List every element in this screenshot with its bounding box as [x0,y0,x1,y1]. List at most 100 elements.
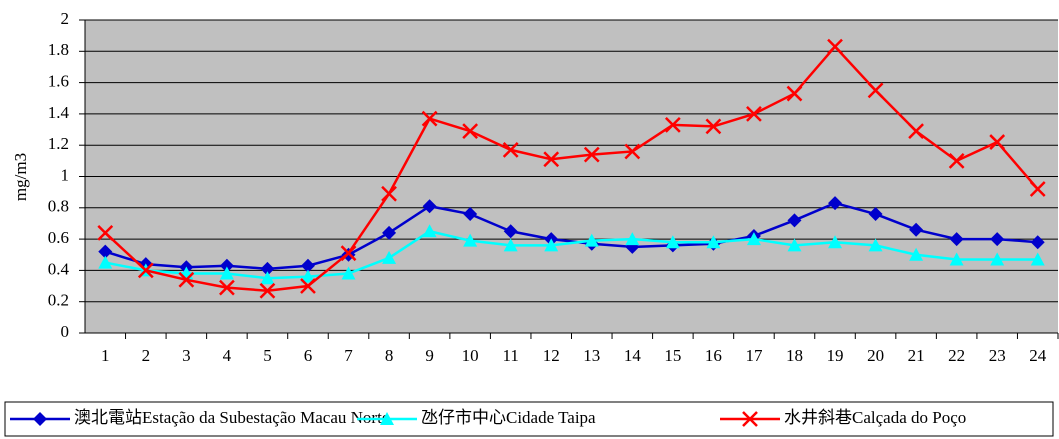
data-point [463,233,478,247]
x-tick-label: 12 [543,346,560,365]
data-point [503,238,518,252]
data-point [949,252,964,266]
data-point [260,261,275,276]
data-point [219,279,235,296]
data-point [422,199,437,214]
legend-label: 氹仔市中心Cidade Taipa [421,408,596,427]
data-point [625,232,640,246]
x-tick-label: 10 [462,346,479,365]
data-point [990,232,1005,247]
data-point [706,235,721,249]
x-tick-label: 15 [664,346,681,365]
data-point [300,269,315,283]
data-point [98,255,113,269]
data-point [219,258,234,273]
data-point [990,252,1005,266]
legend-label: 水井斜巷Calçada do Poço [784,408,966,427]
x-tick-label: 16 [705,346,722,365]
x-tick-label: 3 [182,346,191,365]
data-point [422,224,437,238]
legend-label: 澳北電站Estação da Subestação Macau Norte [74,408,389,427]
y-tick-label: 0 [61,322,70,341]
y-tick-label: 1.4 [48,103,70,122]
y-tick-label: 2 [61,9,70,28]
data-point [502,142,519,158]
series-line [104,201,1038,271]
y-tick-label: 1 [61,165,70,184]
x-tick-label: 24 [1029,346,1047,365]
series-line [105,229,1038,280]
legend-marker [380,412,394,425]
data-point [868,207,883,222]
x-tick-label: 21 [908,346,925,365]
data-point [341,266,356,280]
x-tick-label: 5 [263,346,272,365]
y-tick-label: 1.6 [48,72,69,91]
data-point [381,185,397,202]
data-point [382,225,397,240]
data-point [908,123,924,139]
x-tick-label: 18 [786,346,803,365]
data-point [868,238,883,252]
data-point [787,213,802,228]
x-tick-label: 2 [142,346,151,365]
data-point [1030,235,1045,250]
x-tick-label: 7 [344,346,353,365]
data-point [705,118,722,135]
x-tick-label: 13 [583,346,600,365]
data-point [137,262,154,279]
x-tick-label: 22 [948,346,965,365]
data-point [463,207,478,222]
data-point [787,238,802,252]
x-tick-label: 11 [503,346,519,365]
legend-marker [742,411,758,427]
data-point [543,151,560,168]
data-point [503,224,518,239]
data-point [544,238,559,252]
data-point [340,245,357,262]
legend-marker [33,412,47,426]
data-point [948,152,965,169]
y-tick-label: 0.8 [48,197,69,216]
data-point [97,224,114,241]
data-point [909,247,924,261]
data-point [746,106,762,122]
x-tick-label: 8 [385,346,394,365]
data-point [827,38,843,55]
data-point [583,146,600,163]
x-tick-label: 4 [223,346,232,365]
x-tick-label: 14 [624,346,642,365]
data-point [624,143,641,160]
data-point [1029,181,1046,197]
data-point [989,134,1006,150]
y-tick-label: 0.2 [48,291,69,310]
data-point [665,235,680,249]
x-tick-label: 20 [867,346,884,365]
data-point [259,282,276,299]
y-axis-label: mg/m3 [11,153,30,201]
legend-box [4,401,1054,437]
data-point [260,271,275,285]
y-tick-label: 0.6 [48,228,69,247]
data-point [462,123,479,139]
data-point [300,278,316,294]
data-point [421,110,438,127]
data-point [746,232,761,246]
data-point [664,116,681,133]
x-tick-label: 1 [101,346,110,365]
y-tick-label: 1.8 [48,40,69,59]
data-point [828,196,843,211]
data-point [219,266,234,280]
y-tick-label: 0.4 [48,259,70,278]
data-point [828,235,843,249]
data-point [949,232,964,247]
x-tick-label: 17 [745,346,763,365]
x-tick-label: 6 [304,346,313,365]
data-point [786,85,803,102]
data-point [867,82,884,99]
x-tick-label: 23 [989,346,1006,365]
data-point [584,233,599,247]
data-point [909,222,924,237]
data-point [382,250,397,264]
